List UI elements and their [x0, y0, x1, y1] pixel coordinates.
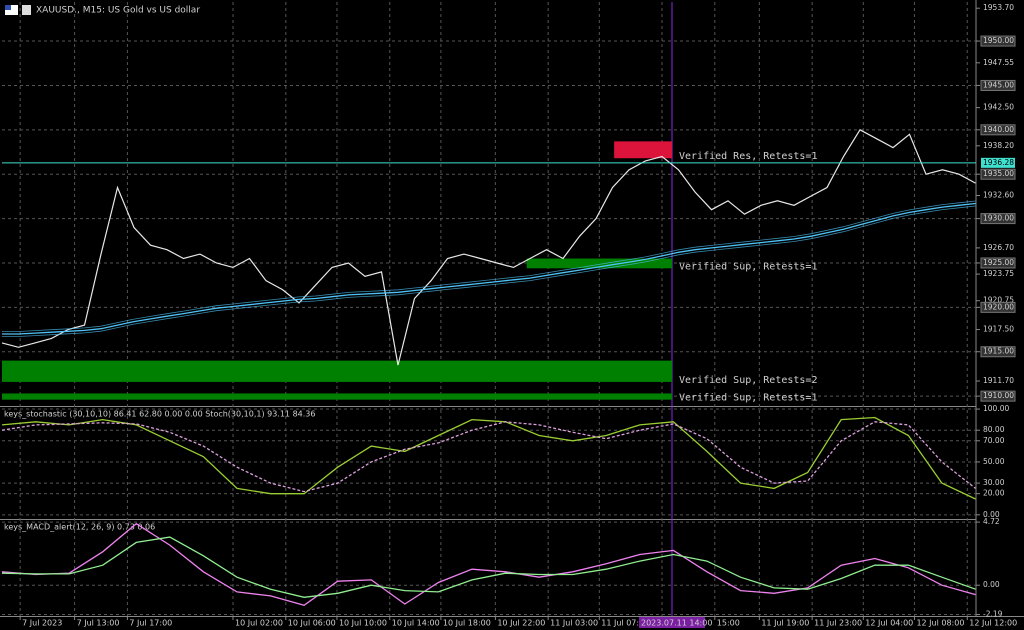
y-tick-label: 80.00 — [983, 425, 1005, 434]
x-tick-label: 2023.07.11 14:00 — [641, 619, 712, 628]
y-tick-label: -2.19 — [983, 610, 1003, 619]
series-line — [1, 416, 976, 500]
x-tick-label: 11 Jul 19:00 — [761, 619, 809, 628]
x-tick-label: 7 Jul 13:00 — [77, 619, 120, 628]
x-tick-label: 11 Jul 07:00 — [601, 619, 649, 628]
x-tick-label: 10 Jul 06:00 — [288, 619, 336, 628]
symbol-icon — [5, 5, 31, 15]
y-tick-label: 1938.20 — [983, 141, 1014, 150]
series-line — [1, 536, 976, 598]
series-line — [1, 522, 976, 607]
y-tick-box — [980, 79, 1016, 91]
x-tick-label: 10 Jul 14:00 — [392, 619, 440, 628]
y-tick-label: 100.00 — [983, 404, 1009, 413]
y-tick-label: 0.00 — [983, 510, 1000, 519]
x-tick-label: 11 Jul 03:00 — [550, 619, 598, 628]
y-tick-box — [980, 168, 1016, 180]
y-tick-label: 0.00 — [983, 580, 1000, 589]
y-tick-label: 1917.50 — [983, 325, 1014, 334]
y-tick-label: 1953.70 — [983, 3, 1014, 12]
price-label: 1936.28 — [983, 158, 1014, 167]
zone — [526, 258, 672, 269]
y-tick-label: 1920.00 — [983, 302, 1014, 311]
x-tick-label: 7 Jul 17:00 — [129, 619, 172, 628]
y-tick-label: 1920.75 — [983, 296, 1014, 305]
y-tick-label: 1923.75 — [983, 269, 1014, 278]
series-line — [2, 200, 976, 332]
y-tick-box — [980, 390, 1016, 402]
x-tick-label: 15:00 — [717, 619, 740, 628]
y-tick-box — [980, 301, 1016, 313]
y-tick-label: 30.00 — [983, 478, 1005, 487]
y-tick-label: 1911.70 — [983, 376, 1014, 385]
zone-label: Verified Sup, Retests=1 — [679, 261, 817, 272]
y-tick-label: 70.00 — [983, 436, 1005, 445]
y-tick-label: 1940.00 — [983, 125, 1014, 134]
zone — [2, 393, 672, 400]
indicator-title: keys_stochastic (30,10,10) 86.41 62.80 0… — [4, 410, 315, 419]
price-box — [981, 157, 1015, 168]
x-tick-label: 12 Jul 04:00 — [865, 619, 913, 628]
y-tick-label: 1910.00 — [983, 391, 1014, 400]
x-tick-label: 12 Jul 12:00 — [969, 619, 1017, 628]
y-tick-label: 1932.60 — [983, 191, 1014, 200]
y-tick-label: 1935.00 — [983, 169, 1014, 178]
zone-label: Verified Res, Retests=1 — [679, 151, 817, 162]
y-tick-label: 1930.00 — [983, 214, 1014, 223]
x-tick-label: 10 Jul 18:00 — [443, 619, 491, 628]
series-line — [1, 129, 976, 366]
y-tick-label: 1947.55 — [983, 58, 1014, 67]
y-tick-label: 1945.00 — [983, 80, 1014, 89]
zone — [2, 360, 672, 382]
y-tick-box — [980, 257, 1016, 269]
x-tick-label: 7 Jul 2023 — [22, 619, 62, 628]
y-tick-box — [980, 124, 1016, 136]
y-tick-label: 1950.00 — [983, 36, 1014, 45]
zone-label: Verified Sup, Retests=2 — [679, 375, 817, 386]
x-tick-highlight — [639, 617, 705, 628]
y-tick-box — [980, 213, 1016, 225]
y-tick-box — [980, 346, 1016, 358]
flag-part — [5, 5, 11, 10]
chart-title: XAUUSD., M15: US Gold vs US dollar — [36, 6, 200, 16]
chart-icon — [22, 5, 31, 15]
x-tick-label: 10 Jul 10:00 — [339, 619, 387, 628]
y-tick-label: 1926.70 — [983, 243, 1014, 252]
y-tick-box — [980, 35, 1016, 47]
x-tick-label: 11 Jul 23:00 — [814, 619, 862, 628]
y-tick-label: 1915.00 — [983, 347, 1014, 356]
y-tick-label: 20.00 — [983, 489, 1005, 498]
zone — [614, 141, 672, 159]
y-tick-label: 1925.00 — [983, 258, 1014, 267]
series-line — [2, 202, 976, 335]
series-line — [2, 205, 976, 337]
x-tick-label: 12 Jul 08:00 — [916, 619, 964, 628]
x-tick-label: 10 Jul 02:00 — [235, 619, 283, 628]
indicator-title: keys_MACD_alert(12, 26, 9) 0.73 0.06 — [4, 523, 155, 532]
y-tick-label: 50.00 — [983, 457, 1005, 466]
y-tick-label: 1942.50 — [983, 103, 1014, 112]
x-tick-label: 10 Jul 22:00 — [497, 619, 545, 628]
flag — [5, 5, 18, 15]
zone-label: Verified Sup, Retests=1 — [679, 393, 817, 404]
y-tick-label: 4.72 — [983, 517, 1000, 526]
